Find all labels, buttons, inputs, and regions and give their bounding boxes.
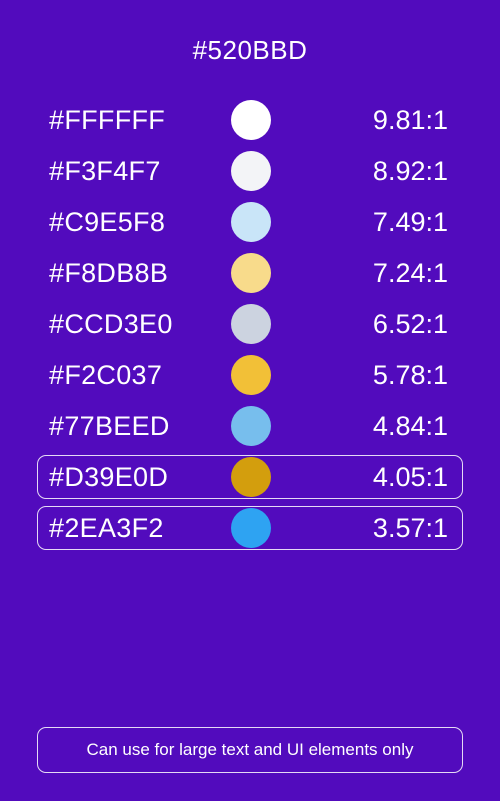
contrast-ratio: 4.84:1 bbox=[372, 411, 448, 441]
contrast-ratio: 3.57:1 bbox=[372, 513, 448, 543]
contrast-ratio: 9.81:1 bbox=[372, 105, 448, 135]
foreground-hex-label: #D39E0D bbox=[49, 462, 169, 492]
color-swatch bbox=[231, 100, 271, 140]
foreground-hex-label: #2EA3F2 bbox=[49, 513, 164, 543]
foreground-hex-label: #C9E5F8 bbox=[49, 207, 166, 237]
color-swatch bbox=[231, 151, 271, 191]
contrast-row: #FFFFFF 9.81:1 bbox=[0, 94, 500, 145]
contrast-row: #F3F4F7 8.92:1 bbox=[0, 145, 500, 196]
color-swatch bbox=[231, 508, 271, 548]
contrast-ratio: 4.05:1 bbox=[372, 462, 448, 492]
contrast-ratio: 8.92:1 bbox=[372, 156, 448, 186]
foreground-hex-label: #F2C037 bbox=[49, 360, 163, 390]
foreground-hex-label: #F3F4F7 bbox=[49, 156, 161, 186]
contrast-row: #77BEED 4.84:1 bbox=[0, 400, 500, 451]
foreground-hex-label: #77BEED bbox=[49, 411, 170, 441]
contrast-ratio: 7.24:1 bbox=[372, 258, 448, 288]
contrast-list: #FFFFFF 9.81:1 #F3F4F7 8.92:1 #C9E5F8 7.… bbox=[0, 94, 500, 553]
color-swatch bbox=[231, 457, 271, 497]
color-swatch bbox=[231, 406, 271, 446]
color-swatch bbox=[231, 202, 271, 242]
contrast-row: #F2C037 5.78:1 bbox=[0, 349, 500, 400]
foreground-hex-label: #FFFFFF bbox=[49, 105, 166, 135]
contrast-ratio: 7.49:1 bbox=[372, 207, 448, 237]
large-text-legend-note: Can use for large text and UI elements o… bbox=[37, 727, 463, 773]
color-swatch bbox=[231, 253, 271, 293]
contrast-row-large-text-only: #2EA3F2 3.57:1 bbox=[0, 502, 500, 553]
foreground-hex-label: #F8DB8B bbox=[49, 258, 169, 288]
contrast-ratio: 5.78:1 bbox=[372, 360, 448, 390]
contrast-ratio: 6.52:1 bbox=[372, 309, 448, 339]
contrast-row: #F8DB8B 7.24:1 bbox=[0, 247, 500, 298]
background-color-title: #520BBD bbox=[192, 35, 308, 65]
contrast-row-large-text-only: #D39E0D 4.05:1 bbox=[0, 451, 500, 502]
color-swatch bbox=[231, 304, 271, 344]
contrast-row: #CCD3E0 6.52:1 bbox=[0, 298, 500, 349]
color-swatch bbox=[231, 355, 271, 395]
contrast-row: #C9E5F8 7.49:1 bbox=[0, 196, 500, 247]
foreground-hex-label: #CCD3E0 bbox=[49, 309, 173, 339]
